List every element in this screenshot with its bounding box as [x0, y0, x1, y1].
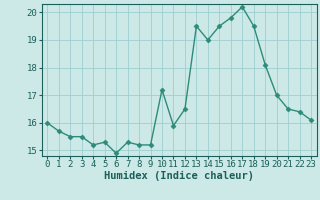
X-axis label: Humidex (Indice chaleur): Humidex (Indice chaleur): [104, 171, 254, 181]
